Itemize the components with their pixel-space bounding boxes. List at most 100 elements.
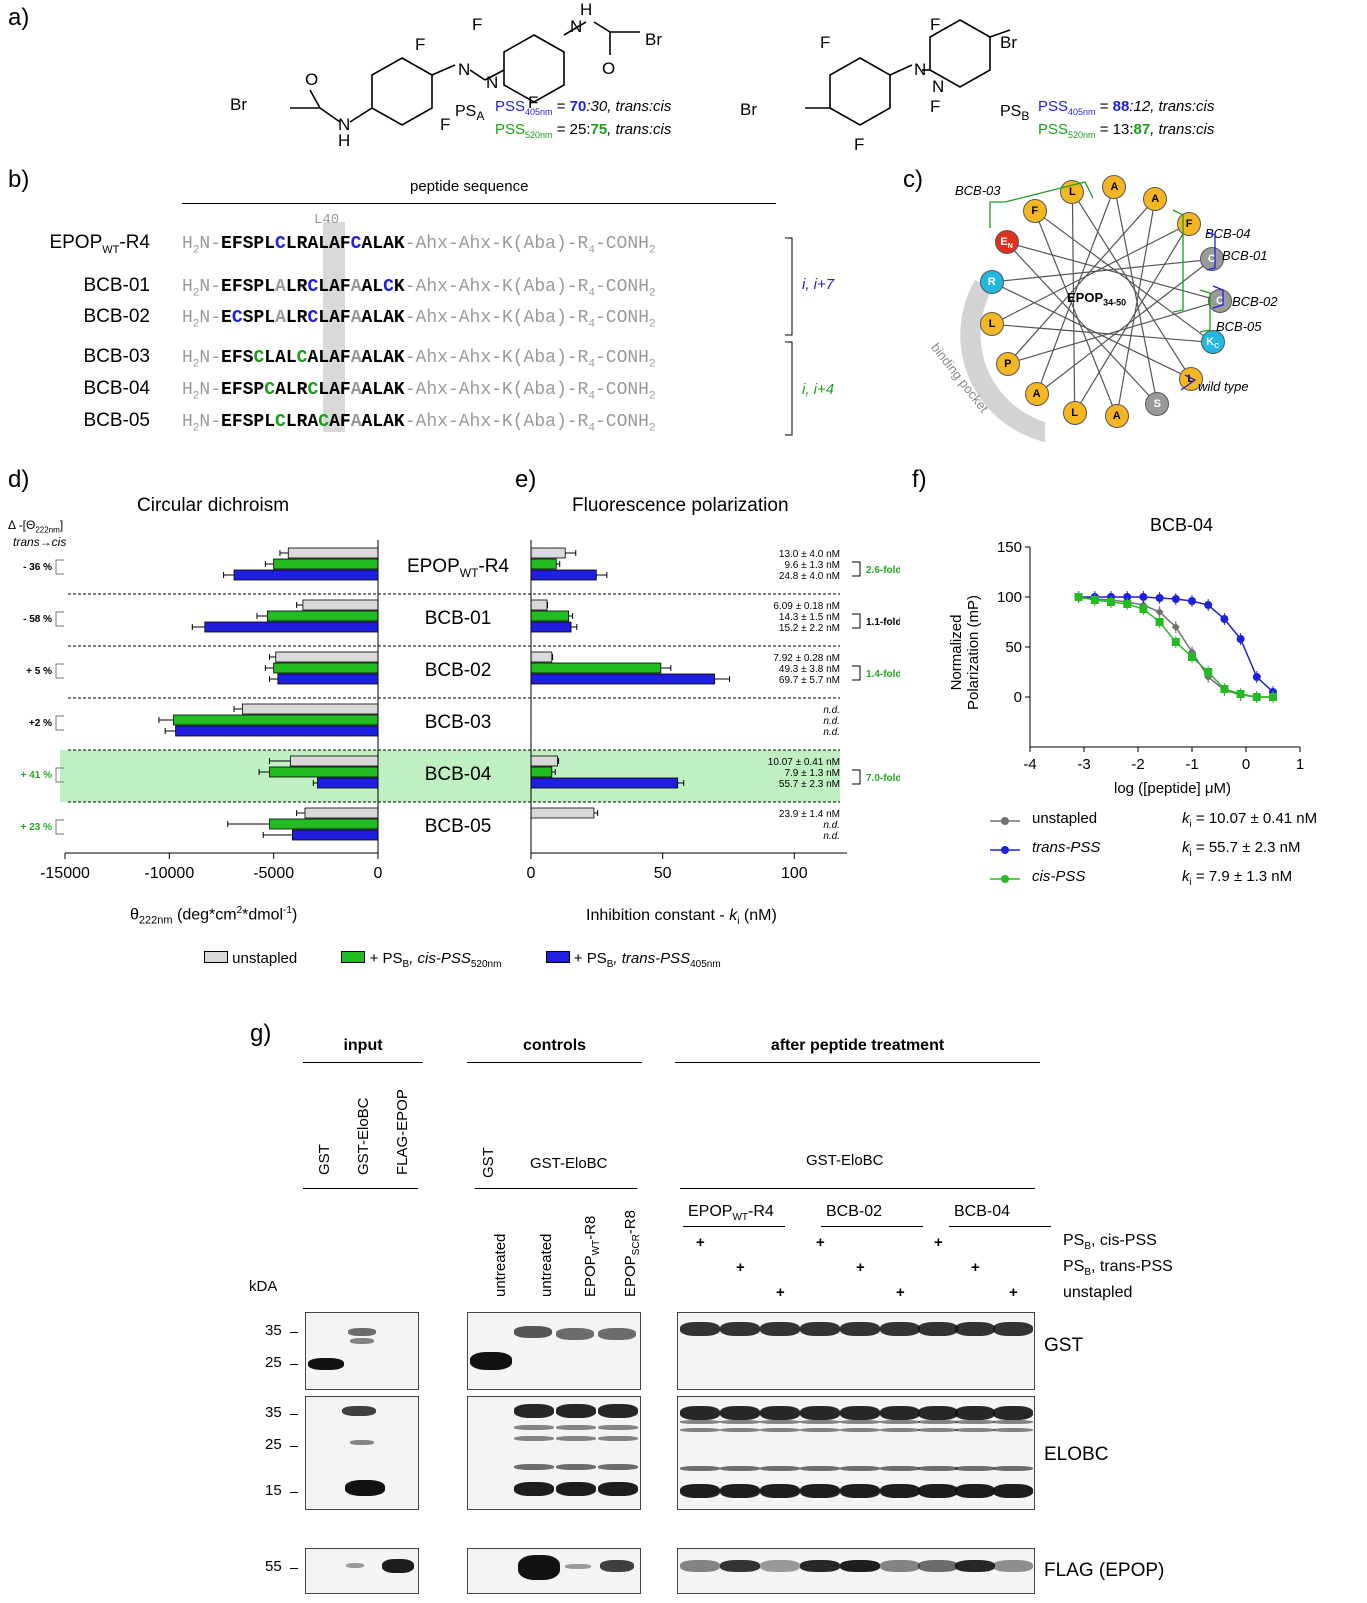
category-label: EPOPWT-R4 xyxy=(407,556,510,580)
cd-bar xyxy=(204,621,379,633)
fold-label: 7.0-fold xyxy=(866,773,900,784)
cd-bar xyxy=(269,766,379,778)
sequence-row: BCB-03 H2N-EFSCLALCALAFAALAK-Ahx-Ahx-K(Ab… xyxy=(0,346,860,374)
svg-text:N: N xyxy=(458,60,470,79)
blot-band xyxy=(840,1428,880,1432)
f-point xyxy=(1123,600,1132,608)
staple-brackets xyxy=(785,237,793,436)
plus-mark: + xyxy=(1009,1284,1018,1301)
sequence-row: BCB-02 H2N-ECSPLALRCLAFAALAK-Ahx-Ahx-K(Ab… xyxy=(0,306,860,334)
f-point xyxy=(1188,653,1196,661)
fp-value-label: 23.9 ± 1.4 nM xyxy=(779,809,840,820)
svg-text:F: F xyxy=(820,33,830,52)
blot-band xyxy=(680,1466,720,1471)
f-point xyxy=(1252,693,1261,701)
blot-band xyxy=(470,1352,512,1370)
cd-bar xyxy=(269,818,379,830)
blot-band xyxy=(800,1466,840,1471)
f-point xyxy=(1107,598,1115,606)
blot-band xyxy=(514,1464,554,1470)
delta-bracket xyxy=(55,767,64,783)
f-point xyxy=(1155,608,1164,616)
blot-band xyxy=(993,1420,1033,1424)
cd-bar xyxy=(275,651,379,663)
f-point xyxy=(1252,673,1261,681)
cd-bar xyxy=(273,662,379,674)
delta-label: +2 % xyxy=(29,718,52,729)
controls-group-rule xyxy=(475,1188,637,1189)
cd-bar xyxy=(317,777,379,789)
fold-label: 1.4-fold xyxy=(866,669,900,680)
f-point xyxy=(1123,593,1132,601)
fold-label: 2.6-fold xyxy=(866,565,900,576)
delta-label: + 41 % xyxy=(21,770,53,781)
blot-band xyxy=(680,1420,720,1424)
category-label: BCB-04 xyxy=(425,764,492,785)
fp-bar xyxy=(530,569,597,581)
l40-label: L40 xyxy=(314,212,340,228)
panel-f-label: f) xyxy=(912,466,927,493)
controls-lane-label: EPOPSCR-R8 xyxy=(622,1210,642,1297)
blot-band xyxy=(840,1466,880,1471)
fp-bar xyxy=(530,547,566,559)
highlight-bcb04 xyxy=(60,750,840,802)
plus-mark: + xyxy=(896,1284,905,1301)
lane-input-gst-elobc: GST-EloBC xyxy=(355,1097,372,1175)
blot-label: GST xyxy=(1044,1335,1084,1356)
sequence-row: BCB-05 H2N-EFSPLCLRACAFAALAK-Ahx-Ahx-K(Ab… xyxy=(0,410,860,438)
blot-band xyxy=(345,1480,385,1496)
fp-bar xyxy=(530,651,553,663)
psb-label: PSB xyxy=(1000,103,1030,124)
controls-group-label: GST-EloBC xyxy=(530,1155,608,1172)
blot-band xyxy=(918,1420,958,1424)
blot-band xyxy=(955,1420,995,1424)
wheel-link xyxy=(991,223,1190,325)
cd-title: Circular dichroism xyxy=(137,495,290,516)
fp-tick-label: 0 xyxy=(527,865,536,882)
sequence-text: H2N-EFSPLALRCLAFAALCK-Ahx-Ahx-K(Aba)-R4-… xyxy=(182,277,656,300)
blot-band xyxy=(880,1484,920,1498)
blot-band xyxy=(760,1420,800,1424)
g-header-input: input xyxy=(343,1037,383,1054)
blot-band xyxy=(800,1428,840,1432)
after-group-label: GST-EloBC xyxy=(806,1152,884,1169)
cd-bar xyxy=(267,610,379,622)
f-point xyxy=(1090,596,1099,604)
svg-text:H: H xyxy=(338,131,350,150)
sequence-text: H2N-EFSPCALRCLAFAALAK-Ahx-Ahx-K(Aba)-R4-… xyxy=(182,380,656,403)
blot-band xyxy=(880,1428,920,1432)
blot-label: FLAG (EPOP) xyxy=(1044,1560,1165,1581)
azobenzene-structures: F N N F F F Br O N H H N Br O F F N N F … xyxy=(230,0,1017,154)
f-point xyxy=(1220,685,1229,693)
sequence-text: H2N-ECSPLALRCLAFAALAK-Ahx-Ahx-K(Aba)-R4-… xyxy=(182,308,656,331)
after-subgroup-rule xyxy=(821,1226,923,1227)
fold-bracket xyxy=(852,769,861,785)
cd-tick-label: -10000 xyxy=(144,865,194,882)
blot-band xyxy=(955,1322,995,1336)
condition-label: PSB, trans-PSS xyxy=(1063,1258,1173,1279)
wheel-residue: KC xyxy=(1200,330,1225,355)
cd-bar xyxy=(233,569,379,581)
wheel-label-bcb03: BCB-03 xyxy=(955,183,1001,198)
de-legend: unstapled + PSB, cis-PSS520nm + PSB, tra… xyxy=(204,950,721,970)
f-legend-name: cis-PSS xyxy=(1032,868,1086,885)
panel-a-label: a) xyxy=(8,4,30,31)
f-point xyxy=(1204,601,1213,609)
category-label: BCB-02 xyxy=(425,660,492,681)
cd-bar xyxy=(304,807,379,819)
svg-text:N: N xyxy=(570,17,582,36)
delta-label: + 5 % xyxy=(26,666,52,677)
plus-mark: + xyxy=(856,1259,865,1276)
blot-input-0 xyxy=(305,1312,419,1390)
fp-bar xyxy=(530,599,548,611)
fp-bar xyxy=(530,673,715,685)
g-header-controls-rule xyxy=(467,1062,642,1063)
wheel-label-bcb01: BCB-01 xyxy=(1222,248,1268,263)
kda-marker: 35 xyxy=(265,1322,282,1339)
atom-f: F xyxy=(415,35,425,54)
wheel-residue: F xyxy=(1177,211,1202,236)
wheel-label-bcb02: BCB-02 xyxy=(1232,294,1278,309)
blot-band xyxy=(720,1406,760,1420)
svg-text:F: F xyxy=(854,135,864,154)
blot-band xyxy=(514,1482,554,1496)
